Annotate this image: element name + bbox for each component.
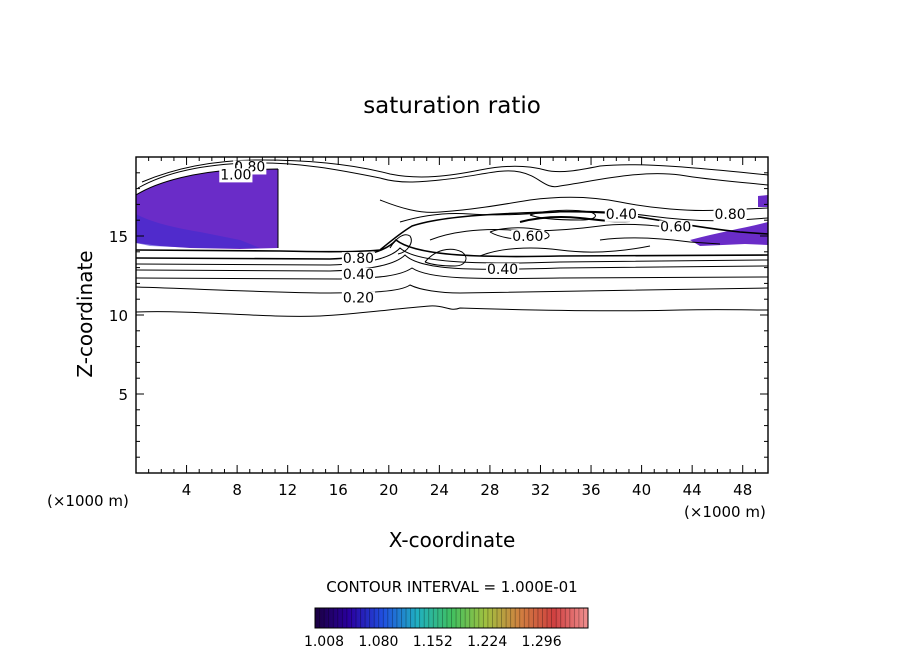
y-axis-label: Z-coordinate [73, 250, 97, 377]
contour-line [529, 209, 596, 221]
contour-label: 0.80 [343, 251, 374, 267]
contour-label-bg [713, 207, 747, 222]
x-tick-label: 20 [379, 481, 398, 499]
contour-line [136, 267, 768, 280]
x-unit-left: (×1000 m) [47, 492, 129, 510]
contour-label: 0.60 [512, 229, 543, 245]
x-tick-label: 12 [278, 481, 297, 499]
colorbar [314, 607, 589, 629]
x-unit-right: (×1000 m) [684, 503, 766, 521]
contour-label-bg [659, 220, 693, 235]
y-tick-labels: 5 10 15 [109, 228, 128, 404]
contour-line [141, 159, 768, 183]
axis-ticks [136, 157, 768, 473]
contour-label-bg [219, 168, 253, 183]
contour-label-bg [341, 252, 376, 267]
y-tick-label: 5 [118, 386, 128, 404]
contour-label-bg [485, 263, 520, 278]
x-tick-label: 4 [182, 481, 192, 499]
colorbar-label: 1.296 [522, 634, 562, 650]
x-tick-label: 40 [632, 481, 651, 499]
contour-line [399, 210, 768, 223]
contour-line [136, 305, 768, 317]
contour-label: 0.20 [343, 291, 374, 307]
fill-region-left-highlight [136, 214, 260, 248]
x-tick-label: 48 [733, 481, 752, 499]
contour-label-bg [511, 230, 545, 244]
contour-line [479, 245, 651, 257]
contour-label: 0.40 [606, 207, 637, 223]
contour-line [599, 237, 721, 245]
x-tick-label: 24 [430, 481, 449, 499]
contour-labels: 0.801.000.800.400.200.400.600.400.600.80 [219, 159, 747, 307]
x-tick-label: 28 [480, 481, 499, 499]
contour-line [136, 254, 768, 272]
contour-line [389, 234, 412, 255]
contour-label-bg [341, 267, 376, 282]
contour-line [424, 248, 467, 267]
y-tick-label: 10 [109, 307, 128, 325]
contour-line [489, 227, 550, 241]
colorbar-stripes [319, 608, 584, 628]
colorbar-label: 1.224 [467, 634, 507, 650]
contour-label: 1.00 [220, 167, 251, 183]
y-tick-label: 15 [109, 228, 128, 246]
x-tick-label: 16 [329, 481, 348, 499]
contour-label-bg [341, 291, 376, 306]
fill-region-right [690, 222, 768, 246]
contour-line [429, 223, 691, 241]
contour-label: 0.60 [660, 220, 691, 236]
contour-line [136, 284, 768, 294]
x-tick-label: 44 [683, 481, 702, 499]
contour-label: 0.80 [714, 207, 745, 223]
colorbar-label: 1.152 [413, 634, 453, 650]
chart-title: saturation ratio [363, 93, 541, 119]
contour-label-bg [604, 207, 638, 222]
colorbar-labels: 1.008 1.080 1.152 1.224 1.296 [304, 634, 562, 650]
fill-region-right-edge [758, 195, 768, 207]
contour-interval-label: CONTOUR INTERVAL = 1.000E-01 [326, 578, 577, 596]
colorbar-label: 1.080 [358, 634, 398, 650]
colorbar-label: 1.008 [304, 634, 344, 650]
x-tick-labels: 4 8 12 16 20 24 28 32 36 40 44 48 [182, 481, 752, 499]
x-tick-label: 8 [232, 481, 242, 499]
contour-label: 0.40 [343, 267, 374, 283]
contour-lines [136, 159, 768, 317]
x-tick-label: 36 [581, 481, 600, 499]
x-tick-label: 32 [531, 481, 550, 499]
contour-label: 0.40 [487, 262, 518, 278]
contour-line [379, 196, 768, 213]
x-axis-label: X-coordinate [389, 528, 516, 552]
contour-line [136, 210, 768, 253]
